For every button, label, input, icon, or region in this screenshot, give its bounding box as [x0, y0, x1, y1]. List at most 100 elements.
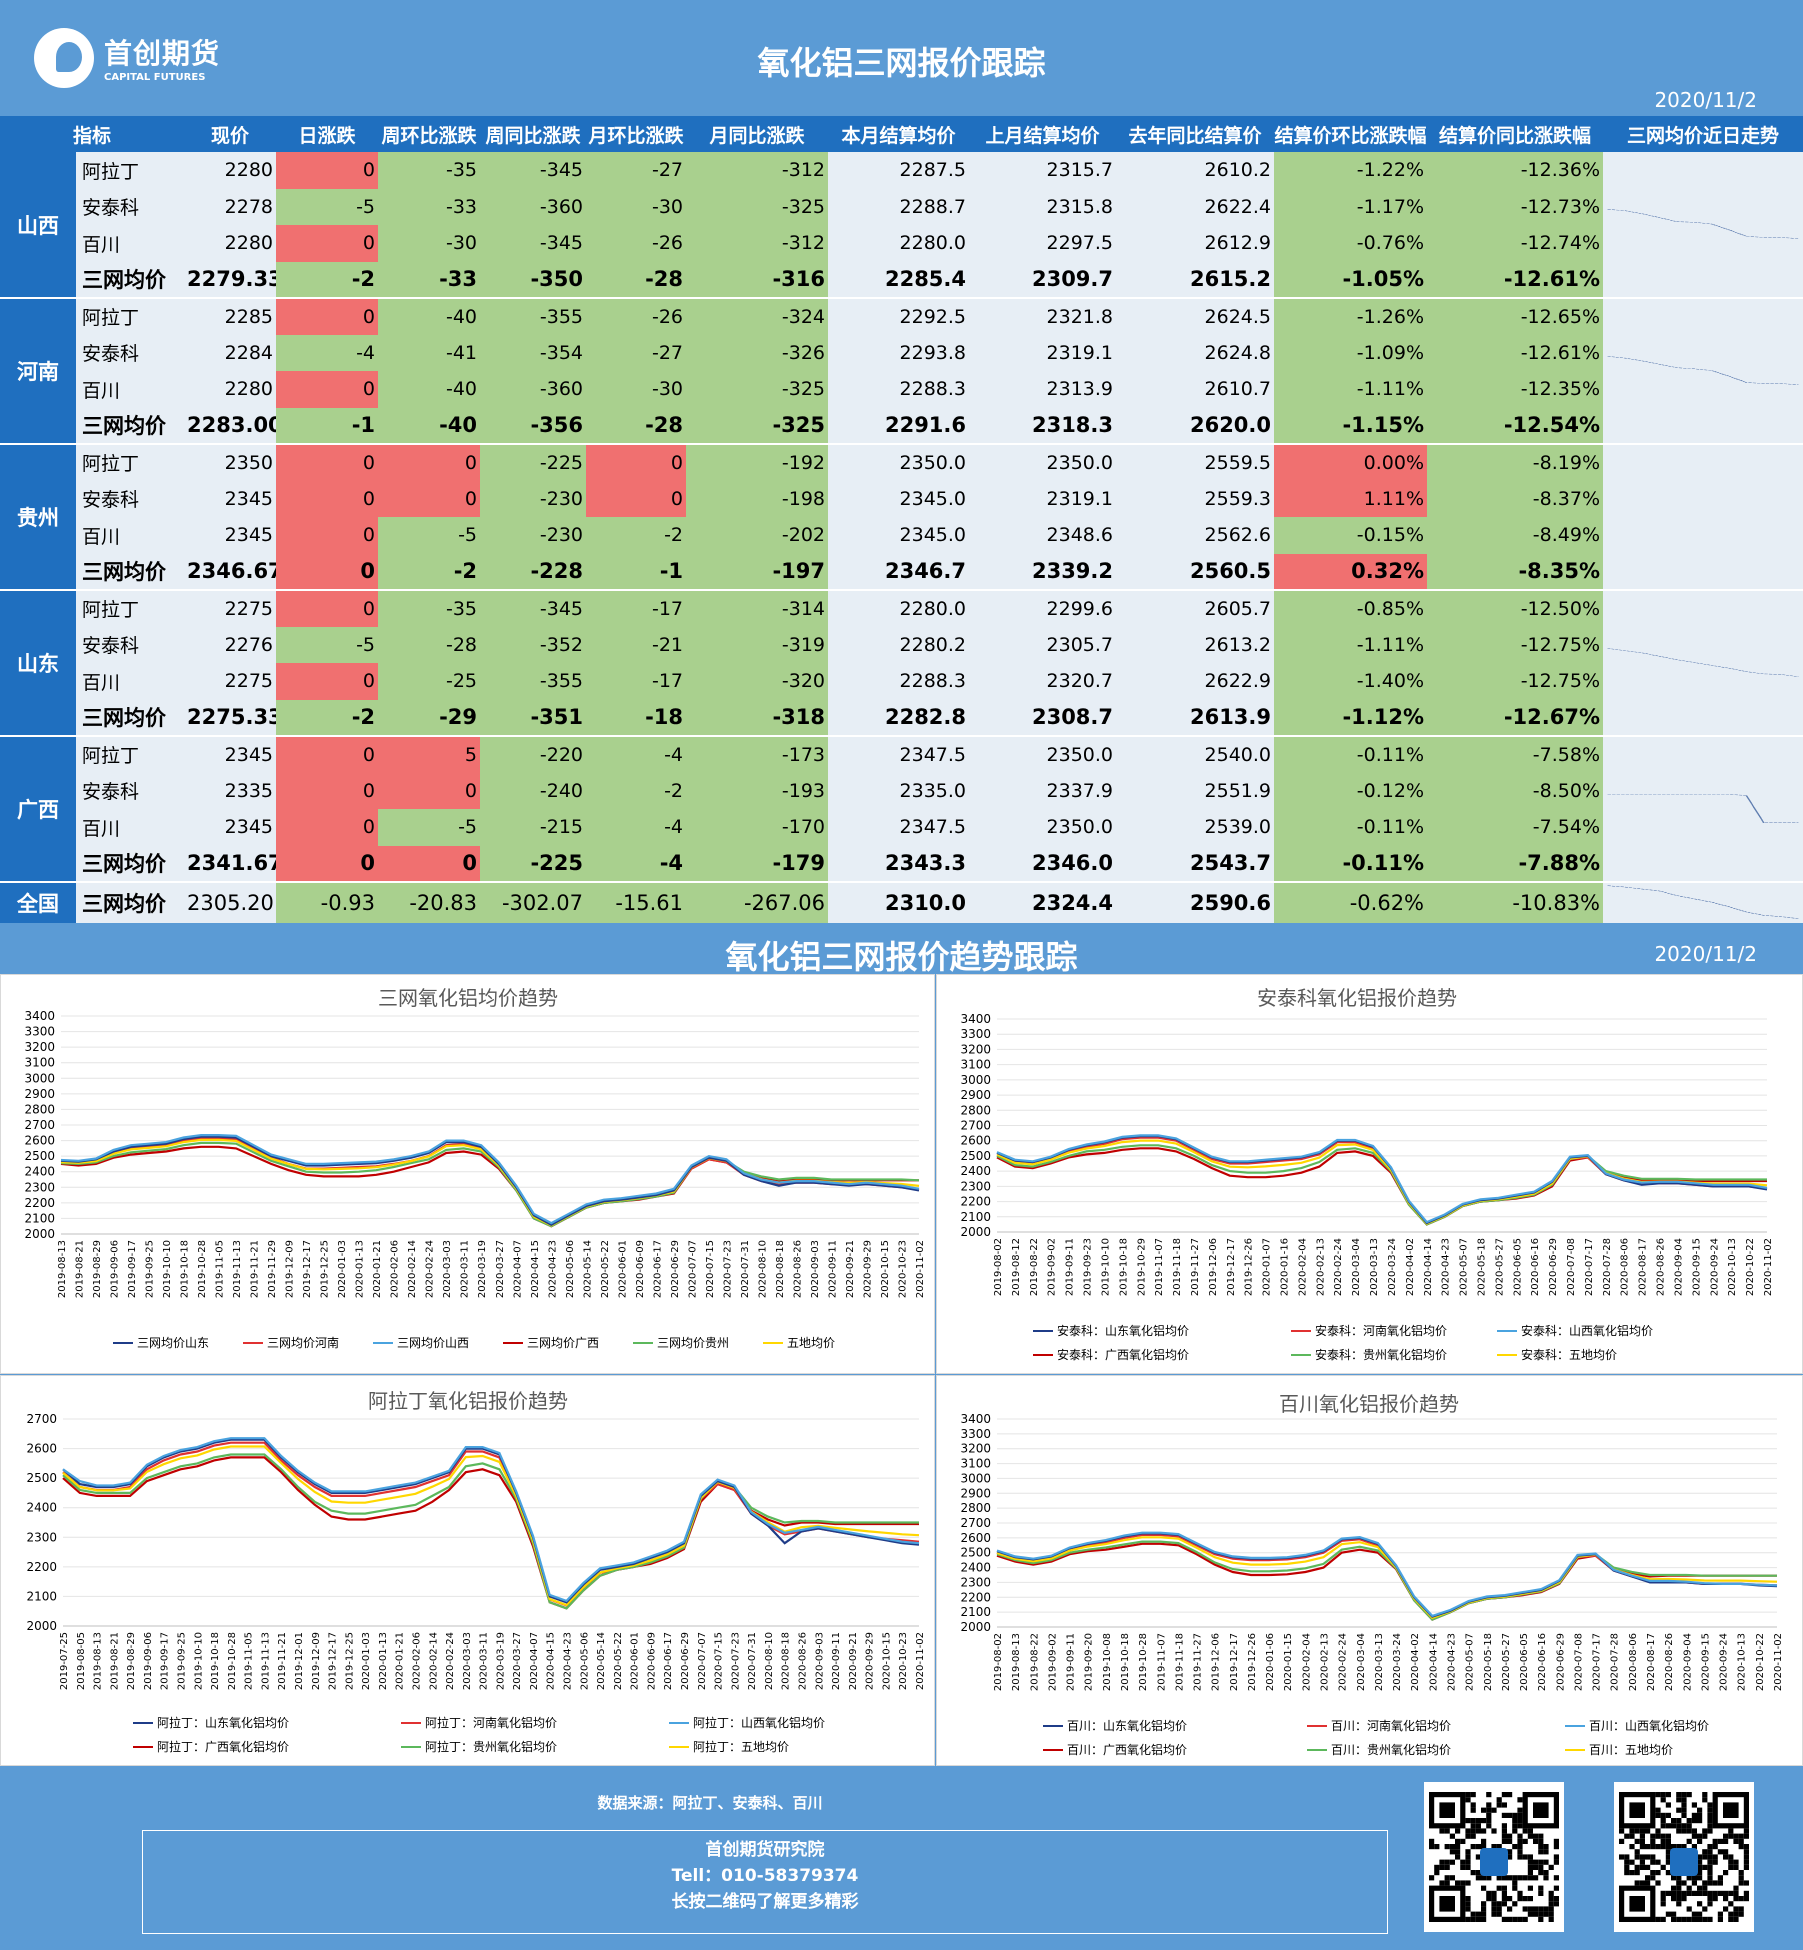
table-header-row: 指标 现价 日涨跌 周环比涨跌 周同比涨跌 月环比涨跌 月同比涨跌 本月结算均价 上月结算均价去…: [0, 116, 1803, 152]
table-cell: 2622.4: [1116, 188, 1275, 225]
trend-cell: [1603, 736, 1803, 883]
table-cell: -345: [480, 590, 587, 627]
y-tick-label: 2400: [24, 1165, 55, 1179]
y-tick-label: 3300: [960, 1427, 991, 1441]
y-tick-label: 2800: [960, 1501, 991, 1515]
table-row: 三网均价 2346.67 0 -2 -228 -1 -197 2346.7 2339.2 2560…: [0, 553, 1803, 591]
series-line: [60, 1135, 920, 1226]
table-cell: 2320.7: [969, 663, 1117, 700]
table-cell: -30: [586, 371, 687, 408]
table-cell: 2324.4: [969, 882, 1117, 923]
legend-label: 阿拉丁：河南氧化铝均价: [425, 1715, 557, 1730]
source-name: 三网均价: [76, 845, 185, 883]
source-name: 阿拉丁: [76, 298, 185, 335]
column-header: 三网均价近日走势: [1603, 116, 1803, 152]
x-tick-label: 2019-10-10: [1100, 1238, 1111, 1296]
x-tick-label: 2019-08-13: [57, 1240, 68, 1298]
table-cell: -325: [686, 407, 829, 445]
x-tick-label: 2019-08-13: [93, 1632, 104, 1690]
table-cell: 2610.2: [1116, 152, 1275, 189]
x-tick-label: 2020-04-07: [512, 1240, 523, 1298]
x-tick-label: 2019-08-29: [126, 1632, 137, 1690]
table-cell: -12.61%: [1427, 261, 1604, 299]
x-tick-label: 2020-03-11: [479, 1632, 490, 1690]
x-tick-label: 2019-10-28: [1138, 1633, 1149, 1691]
legend-label: 百川：广西氧化铝均价: [1067, 1742, 1187, 1757]
table-cell: 2308.7: [969, 699, 1117, 737]
x-tick-label: 2020-09-11: [827, 1240, 838, 1298]
x-tick-label: 2020-08-06: [1628, 1633, 1639, 1691]
chart-panel-sanwang: 三网氧化铝均价趋势 2000 2100 2200 2300 2400 2500 2600 270…: [0, 974, 935, 1374]
region-label: 河南: [0, 298, 76, 445]
y-tick-label: 2000: [26, 1619, 57, 1633]
legend-label: 三网均价山西: [397, 1336, 469, 1350]
x-tick-label: 2020-03-04: [1356, 1633, 1367, 1691]
table-cell: 2559.5: [1116, 444, 1275, 481]
table-cell: 2345: [184, 480, 277, 517]
y-tick-label: 2700: [26, 1412, 57, 1426]
table-cell: -319: [686, 626, 829, 663]
x-tick-label: 2020-04-23: [1446, 1633, 1457, 1691]
table-cell: -1.17%: [1274, 188, 1428, 225]
table-cell: 2275: [184, 590, 277, 627]
x-tick-label: 2019-10-18: [1120, 1633, 1131, 1691]
chart-title: 阿拉丁氧化铝报价趋势: [368, 1389, 568, 1413]
x-tick-label: 2019-08-22: [1029, 1633, 1040, 1691]
table-cell: -27: [586, 334, 687, 371]
x-tick-label: 2020-05-06: [565, 1240, 576, 1298]
x-tick-label: 2020-08-26: [798, 1632, 809, 1690]
table-cell: -225: [480, 845, 587, 883]
x-tick-label: 2019-12-25: [320, 1240, 331, 1298]
x-tick-label: 2019-10-29: [1136, 1238, 1147, 1296]
table-cell: 2280.2: [828, 626, 970, 663]
table-cell: -12.75%: [1427, 626, 1604, 663]
x-tick-label: 2020-05-14: [582, 1240, 593, 1298]
table-cell: 2540.0: [1116, 736, 1275, 773]
table-cell: 2341.67: [184, 845, 277, 883]
qr-center-logo: [1670, 1848, 1698, 1876]
table-cell: -8.49%: [1427, 517, 1604, 554]
table-cell: 0: [378, 444, 481, 481]
table-cell: -35: [378, 152, 481, 189]
table-cell: -0.62%: [1274, 882, 1428, 923]
x-tick-label: 2019-11-27: [1193, 1633, 1204, 1691]
x-tick-label: 2020-03-13: [1374, 1633, 1385, 1691]
x-tick-label: 2020-02-24: [425, 1240, 436, 1298]
x-tick-label: 2020-03-27: [512, 1632, 523, 1690]
trend-sparkline: [1603, 500, 1803, 535]
column-header: 结算价同比涨跌幅: [1427, 116, 1604, 152]
x-tick-label: 2019-11-13: [260, 1632, 271, 1690]
y-tick-label: 2000: [960, 1620, 991, 1634]
chart-gridlines: [61, 1015, 919, 1235]
table-cell: 0: [586, 444, 687, 481]
table-cell: 2305.20: [184, 882, 277, 923]
x-tick-label: 2019-12-09: [285, 1240, 296, 1298]
table-row: 安泰科 2335 0 0 -240 -2 -193 2335.0 2337.9 2551.9 -0.…: [0, 772, 1803, 809]
table-cell: -228: [480, 553, 587, 591]
x-tick-label: 2020-07-17: [1584, 1238, 1595, 1296]
table-cell: -8.50%: [1427, 772, 1604, 809]
x-tick-label: 2020-03-19: [495, 1632, 506, 1690]
qr-code-icon[interactable]: [1424, 1782, 1564, 1932]
table-cell: 2280: [184, 225, 277, 262]
y-tick-label: 3000: [24, 1071, 55, 1085]
table-cell: 2287.5: [828, 152, 970, 189]
trend-cell: [1603, 590, 1803, 737]
qr-code-icon[interactable]: [1614, 1782, 1754, 1932]
legend-label: 三网均价河南: [267, 1335, 339, 1350]
x-tick-label: 2020-08-17: [1646, 1633, 1657, 1691]
x-tick-label: 2020-06-05: [1512, 1238, 1523, 1296]
x-tick-label: 2019-10-08: [1102, 1633, 1113, 1691]
x-tick-label: 2019-09-06: [143, 1632, 154, 1690]
y-tick-label: 2600: [24, 1134, 55, 1148]
x-tick-label: 2019-11-18: [1174, 1633, 1185, 1691]
y-tick-label: 2300: [960, 1179, 991, 1193]
table-cell: 2622.9: [1116, 663, 1275, 700]
table-cell: -0.93: [276, 882, 379, 923]
table-cell: -1.40%: [1274, 663, 1428, 700]
table-cell: -26: [586, 225, 687, 262]
table-row: 百川 2345 0 -5 -215 -4 -170 2347.5 2350.0 2539.0 -0.…: [0, 809, 1803, 846]
y-tick-label: 2300: [26, 1530, 57, 1544]
x-tick-label: 2020-04-15: [530, 1240, 541, 1298]
